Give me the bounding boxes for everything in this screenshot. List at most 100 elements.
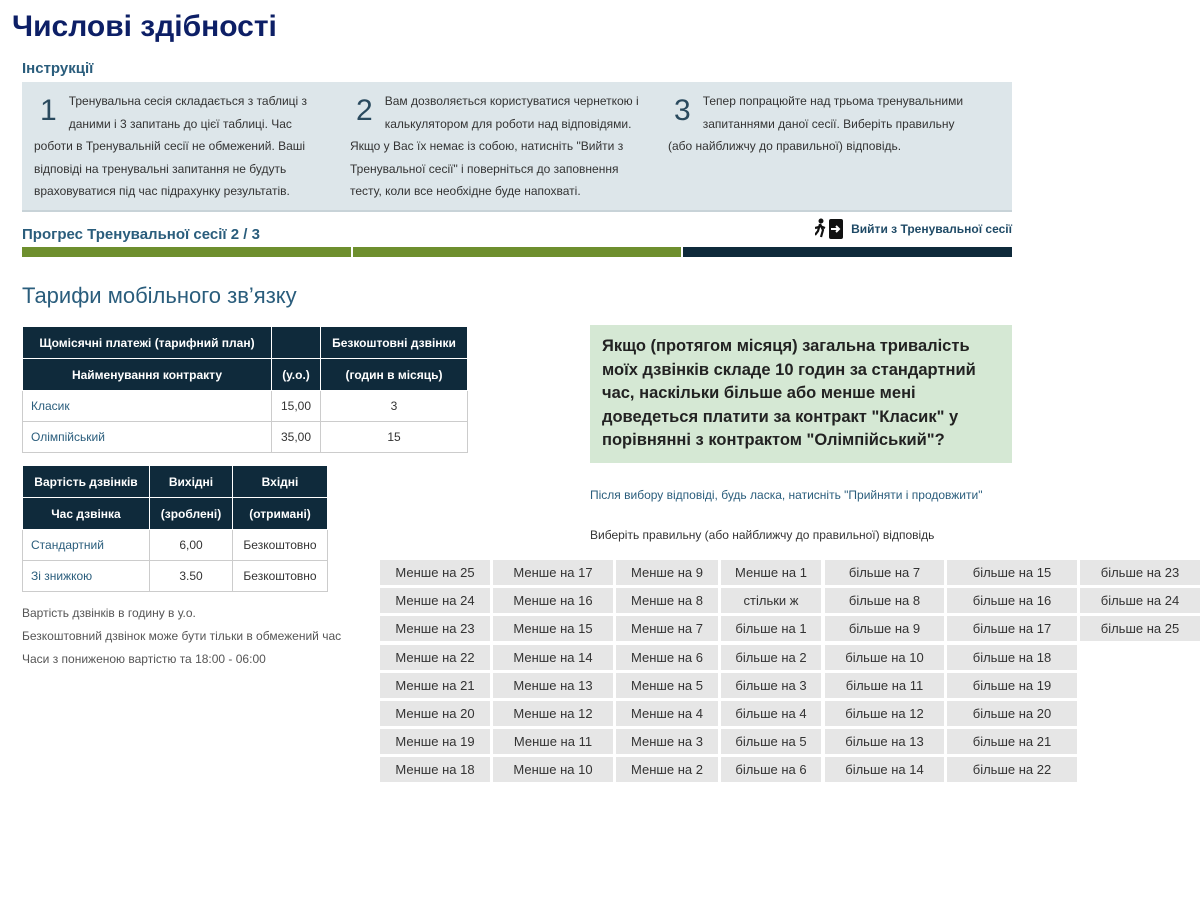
header-cell: Щомісячні платежі (тарифний план) (22, 326, 272, 359)
answer-option[interactable]: більше на 21 (947, 729, 1077, 755)
answer-option[interactable]: більше на 20 (947, 701, 1077, 726)
step-number: 1 (40, 94, 57, 127)
header-cell: (отримані) (232, 497, 328, 530)
table-cell: 3 (320, 390, 468, 422)
header-cell: Вартість дзвінків (22, 465, 150, 498)
answer-option[interactable]: більше на 13 (825, 729, 944, 755)
answer-option[interactable]: більше на 9 (825, 616, 944, 642)
header-cell (271, 326, 321, 359)
exit-text[interactable]: Вийти з Тренувальної сесії (851, 222, 1012, 236)
hint: Після вибору відповіді, будь ласка, нати… (590, 488, 983, 502)
header-row: Вартість дзвінків Вихідні Вхідні (22, 465, 328, 498)
answer-option[interactable]: Менше на 6 (616, 644, 718, 670)
section-title: Тарифи мобільного зв’язку (22, 283, 297, 308)
answer-option[interactable]: більше на 12 (825, 701, 944, 726)
exit-icon (815, 218, 844, 239)
answer-option[interactable]: більше на 3 (721, 672, 821, 698)
answer-option[interactable]: Менше на 12 (493, 701, 613, 726)
answer-option[interactable]: більше на 17 (947, 616, 1077, 642)
answer-option[interactable]: Менше на 15 (493, 616, 613, 642)
instructions-box: 1 Тренувальна сесія складається з таблиці… (22, 82, 1012, 212)
answer-option[interactable]: більше на 24 (1080, 588, 1200, 614)
answer-option[interactable]: більше на 8 (825, 588, 944, 614)
answer-option[interactable]: Менше на 19 (380, 729, 490, 755)
answer-option[interactable]: Менше на 11 (493, 729, 613, 755)
answer-option[interactable]: Менше на 13 (493, 672, 613, 698)
answer-option[interactable]: Менше на 21 (380, 672, 490, 698)
table-row: Стандартний 6,00 Безкоштовно (22, 529, 328, 561)
answer-option[interactable]: більше на 18 (947, 644, 1077, 670)
header-cell: (у.о.) (271, 358, 321, 391)
answer-option[interactable]: більше на 16 (947, 588, 1077, 614)
progress-total: 3 (251, 226, 260, 243)
instruction-step: 2 Вам дозволяється користуватися чернетко… (350, 90, 650, 203)
header-cell: Безкоштовні дзвінки (320, 326, 468, 359)
answer-option[interactable]: Менше на 2 (616, 757, 718, 783)
answer-option[interactable]: Менше на 24 (380, 588, 490, 614)
answer-option[interactable]: більше на 7 (825, 560, 944, 585)
note: Безкоштовний дзвінок може бути тільки в … (22, 629, 342, 643)
question: Якщо (протягом місяця) загальна триваліс… (590, 325, 1012, 463)
answer-option[interactable]: Менше на 5 (616, 672, 718, 698)
answer-option[interactable]: більше на 19 (947, 672, 1077, 698)
answer-option[interactable]: Менше на 22 (380, 644, 490, 670)
answer-option[interactable]: Менше на 23 (380, 616, 490, 642)
answer-option[interactable]: Менше на 8 (616, 588, 718, 614)
header-cell: Час дзвінка (22, 497, 150, 530)
answer-option[interactable]: Менше на 14 (493, 644, 613, 670)
exit-link[interactable]: Вийти з Тренувальної сесії (815, 216, 1012, 242)
table-cell: 15 (320, 421, 468, 453)
table-cell: 3.50 (149, 560, 233, 592)
answer-option[interactable]: більше на 22 (947, 757, 1077, 783)
instruction-step: 3 Тепер попрацюйте над трьома тренувальни… (668, 90, 968, 158)
table-cell: Класик (22, 390, 272, 422)
progress-current: 2 (230, 226, 240, 243)
table-cell: Стандартний (22, 529, 150, 561)
table-cell: 35,00 (271, 421, 321, 453)
page-title: Числові здібності (12, 10, 277, 43)
answer-option[interactable]: більше на 5 (721, 729, 821, 755)
answer-option[interactable]: Менше на 10 (493, 757, 613, 783)
answer-option[interactable]: Менше на 3 (616, 729, 718, 755)
step-text: Тренувальна сесія складається з таблиці … (34, 94, 308, 198)
answer-option[interactable]: Менше на 1 (721, 560, 821, 585)
answer-option[interactable]: Менше на 20 (380, 701, 490, 726)
answer-option[interactable]: Менше на 4 (616, 701, 718, 726)
table-cell: Безкоштовно (232, 529, 328, 561)
table-row: Зі знижкою 3.50 Безкоштовно (22, 560, 328, 592)
answer-option[interactable]: Менше на 16 (493, 588, 613, 614)
answer-option[interactable]: більше на 23 (1080, 560, 1200, 585)
answer-option[interactable]: Менше на 18 (380, 757, 490, 783)
progress-text: Прогрес Тренувальної сесії (22, 226, 227, 243)
instructions-heading: Інструкції (22, 60, 94, 77)
answer-option[interactable]: більше на 6 (721, 757, 821, 783)
answer-option[interactable]: більше на 4 (721, 701, 821, 726)
header-row: Час дзвінка (зроблені) (отримані) (22, 497, 328, 530)
header-row: Щомісячні платежі (тарифний план) Безкошт… (22, 326, 468, 359)
answer-option[interactable]: Менше на 25 (380, 560, 490, 585)
table-row: Класик 15,00 3 (22, 390, 468, 422)
instruction-step: 1 Тренувальна сесія складається з таблиці… (34, 90, 334, 203)
answer-option[interactable]: стільки ж (721, 588, 821, 614)
prompt: Виберіть правильну (або найближчу до пра… (590, 528, 935, 542)
step-text: Вам дозволяється користуватися чернеткою… (350, 94, 639, 198)
answer-option[interactable]: більше на 25 (1080, 616, 1200, 642)
answer-option[interactable]: Менше на 7 (616, 616, 718, 642)
notes: Вартість дзвінків в годину в у.о. Безкошт… (22, 602, 358, 671)
answer-option[interactable]: Менше на 9 (616, 560, 718, 585)
progress-separator: / (243, 226, 248, 243)
answer-option[interactable]: більше на 2 (721, 644, 821, 670)
step-number: 3 (674, 94, 691, 127)
answer-option[interactable]: більше на 11 (825, 672, 944, 698)
progress-segment (22, 247, 351, 257)
table-cell: 6,00 (149, 529, 233, 561)
progress-bar (22, 247, 1013, 257)
answer-option[interactable]: більше на 15 (947, 560, 1077, 585)
answer-option[interactable]: більше на 14 (825, 757, 944, 783)
table-cell: Безкоштовно (232, 560, 328, 592)
answer-option[interactable]: більше на 10 (825, 644, 944, 670)
answer-option[interactable]: Менше на 17 (493, 560, 613, 585)
answer-option[interactable]: більше на 1 (721, 616, 821, 642)
table-cell: Олімпійський (22, 421, 272, 453)
